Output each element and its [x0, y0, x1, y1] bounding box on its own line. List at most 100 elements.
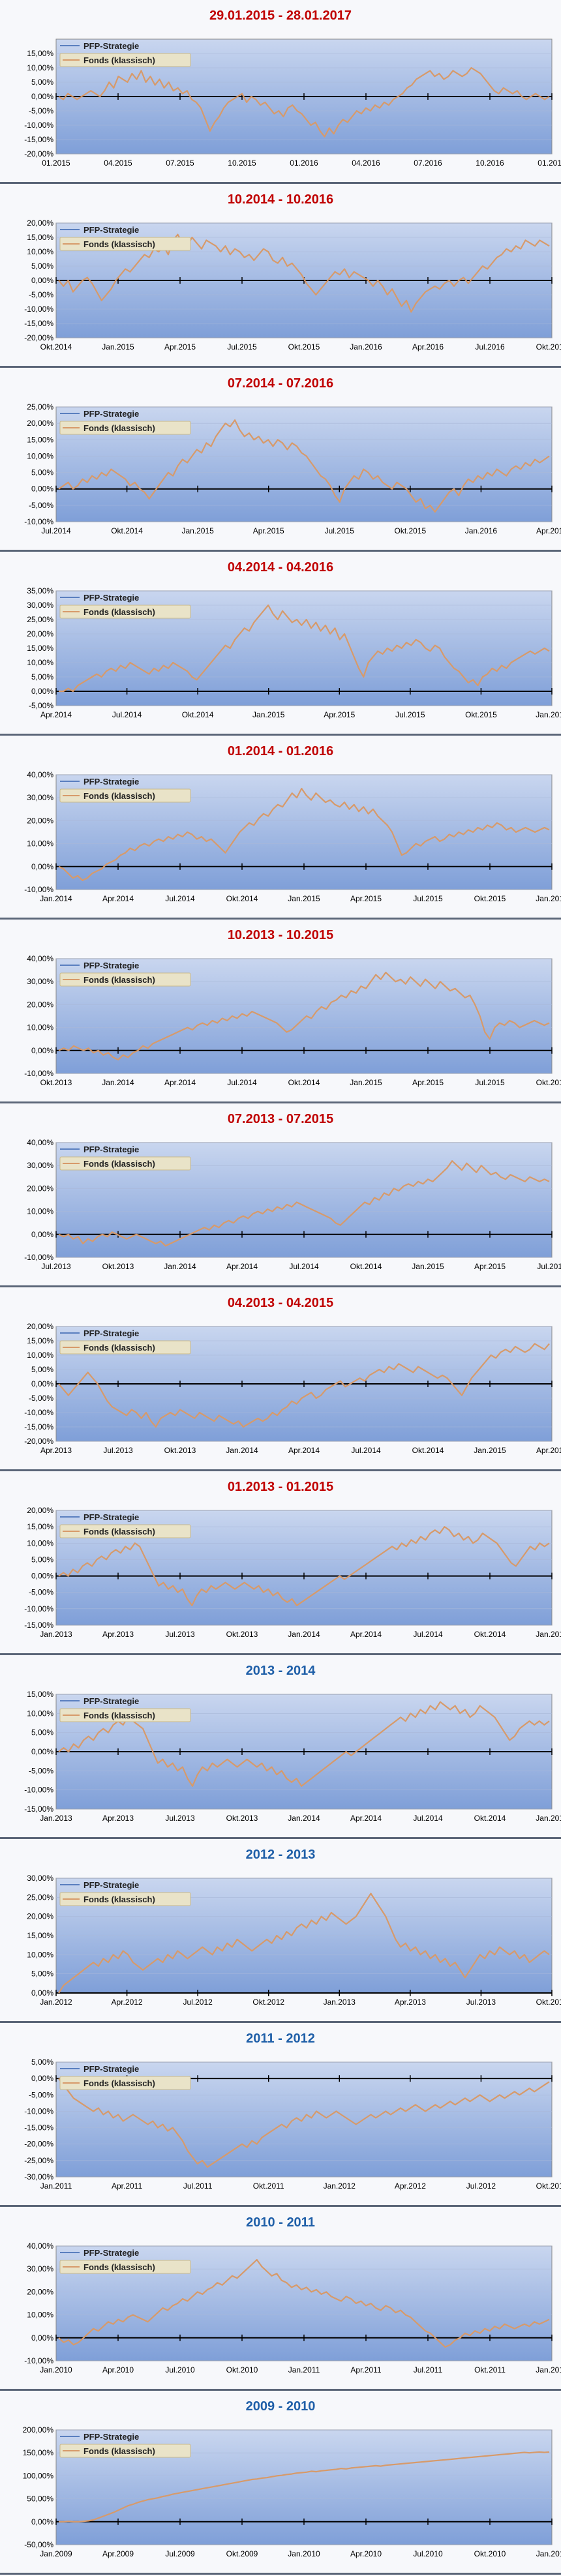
chart-title: 04.2013 - 04.2015: [228, 1296, 333, 1310]
legend-label-pfp: PFP-Strategie: [83, 2248, 139, 2258]
chart-svg: 10.2013 - 10.2015 -10,00% 0,00% 10,00% 20,00…: [24, 928, 561, 1087]
chart-svg: 04.2014 - 04.2016 -5,00% 0,00% 5,00% 10,00% 1…: [27, 560, 561, 719]
x-tick-label: Okt.2014: [111, 526, 143, 535]
y-tick-label: 0,00%: [31, 1379, 53, 1388]
y-tick-label: -30,00%: [24, 2172, 53, 2181]
y-tick-label: 5,00%: [31, 78, 53, 87]
chart-svg: 01.2014 - 01.2016 -10,00% 0,00% 10,00% 20,00…: [24, 744, 561, 903]
chart-panel: 2010 - 2011 -10,00% 0,00% 10,00% 20,00% 30,00…: [0, 2207, 561, 2391]
y-tick-label: 5,00%: [31, 672, 53, 681]
chart-title: 2011 - 2012: [246, 2031, 315, 2046]
legend-box: [59, 1892, 191, 1906]
y-tick-label: 5,00%: [31, 468, 53, 477]
legend-label-pfp: PFP-Strategie: [83, 1512, 139, 1522]
y-tick-label: -5,00%: [29, 1588, 53, 1597]
x-tick-label: Apr.2012: [395, 2181, 426, 2191]
y-tick-label: 10,00%: [27, 1950, 53, 1959]
legend-label-pfp: PFP-Strategie: [83, 1328, 139, 1338]
x-tick-label: Apr.2015: [253, 526, 284, 535]
x-tick-label: Apr.2014: [350, 1630, 382, 1639]
series-line-pfp-strategie: [58, 233, 550, 313]
legend: PFP-Strategie Fonds (klassisch): [59, 1512, 191, 1538]
chart-panel: 10.2014 - 10.2016 -20,00% -15,00% -10,00% -5…: [0, 184, 561, 368]
legend-label-fonds: Fonds (klassisch): [83, 1895, 155, 1904]
x-tick-label: Jan.2010: [40, 2365, 72, 2374]
y-tick-label: 25,00%: [27, 402, 53, 412]
chart-title: 04.2014 - 04.2016: [228, 560, 333, 575]
legend-box: [59, 1524, 191, 1538]
legend: PFP-Strategie Fonds (klassisch): [59, 2248, 191, 2274]
y-tick-label: 0,00%: [31, 276, 53, 285]
y-tick-label: 0,00%: [31, 1572, 53, 1581]
x-tick-label: 07.2016: [414, 158, 442, 168]
x-tick-label: Jul.2014: [227, 1078, 257, 1087]
x-tick-label: Jan.2011: [40, 2181, 72, 2191]
x-tick-label: Apr.2014: [164, 1078, 196, 1087]
chart-title: 2010 - 2011: [246, 2215, 315, 2230]
legend-label-fonds: Fonds (klassisch): [83, 2078, 155, 2088]
x-tick-label: Apr.2012: [112, 1998, 143, 2007]
x-tick-label: Okt.2012: [536, 2181, 561, 2191]
x-tick-label: Jan.2012: [536, 2365, 561, 2374]
x-tick-label: Apr.2011: [350, 2365, 381, 2374]
y-tick-label: 0,00%: [31, 687, 53, 696]
y-tick-label: 10,00%: [27, 1023, 53, 1032]
y-tick-label: 30,00%: [27, 2264, 53, 2273]
panel-divider: [0, 1653, 561, 1655]
y-tick-label: -15,00%: [24, 135, 53, 144]
legend-label-fonds: Fonds (klassisch): [83, 975, 155, 985]
legend-box: [59, 605, 191, 619]
x-tick-label: Apr.2015: [324, 710, 355, 719]
x-tick-label: Jul.2015: [395, 710, 425, 719]
y-tick-label: 10,00%: [27, 247, 53, 256]
x-tick-label: Okt.2014: [40, 342, 72, 352]
y-tick-label: 30,00%: [27, 793, 53, 802]
legend-label-fonds: Fonds (klassisch): [83, 55, 155, 65]
chart-panel: 29.01.2015 - 28.01.2017 -20,00% -15,00% -10…: [0, 0, 561, 184]
legend-box: [59, 788, 191, 803]
y-tick-label: 20,00%: [27, 629, 53, 638]
chart-title: 10.2013 - 10.2015: [228, 928, 333, 942]
legend-box: [59, 53, 191, 67]
y-tick-label: 10,00%: [27, 1538, 53, 1548]
series-line-pfp-strategie: [58, 419, 550, 513]
series-line-pfp-strategie: [58, 971, 550, 1060]
legend: PFP-Strategie Fonds (klassisch): [59, 2432, 191, 2458]
x-tick-label: 01.2016: [290, 158, 318, 168]
y-tick-label: 150,00%: [23, 2448, 54, 2457]
y-tick-label: -10,00%: [24, 1786, 53, 1795]
y-tick-label: -5,00%: [29, 2090, 53, 2099]
x-tick-label: Apr.2016: [412, 342, 444, 352]
y-tick-label: 30,00%: [27, 977, 53, 986]
legend-box: [59, 2076, 191, 2090]
y-tick-label: 10,00%: [27, 1351, 53, 1360]
x-tick-label: Apr.2014: [288, 1446, 320, 1455]
legend-label-pfp: PFP-Strategie: [83, 1145, 139, 1154]
panel-divider: [0, 1285, 561, 1287]
y-tick-label: 40,00%: [27, 954, 53, 963]
x-tick-label: Jul.2014: [289, 1262, 319, 1271]
x-tick-label: Jul.2014: [413, 1630, 443, 1639]
y-tick-label: -10,00%: [24, 517, 53, 526]
panel-divider: [0, 1837, 561, 1839]
chart-svg: 29.01.2015 - 28.01.2017 -20,00% -15,00% -10…: [24, 8, 561, 168]
y-tick-label: 10,00%: [27, 1207, 53, 1216]
y-tick-label: 25,00%: [27, 1893, 53, 1902]
x-tick-label: Jul.2013: [41, 1262, 71, 1271]
legend: PFP-Strategie Fonds (klassisch): [59, 1145, 191, 1171]
x-tick-label: 04.2015: [104, 158, 132, 168]
y-tick-label: -20,00%: [24, 149, 53, 158]
legend-label-pfp: PFP-Strategie: [83, 1880, 139, 1890]
x-tick-label: Jan.2015: [474, 1446, 506, 1455]
x-tick-label: Okt.2013: [536, 1998, 561, 2007]
y-tick-label: 0,00%: [31, 485, 53, 494]
y-tick-label: -15,00%: [24, 319, 53, 328]
chart-svg: 2013 - 2014 -15,00% -10,00% -5,00% 0,00% 5,00…: [24, 1664, 561, 1823]
x-tick-label: Jan.2015: [181, 526, 214, 535]
chart-title: 2013 - 2014: [246, 1664, 316, 1678]
chart-svg: 10.2014 - 10.2016 -20,00% -15,00% -10,00% -5…: [24, 192, 561, 352]
panel-divider: [0, 2205, 561, 2207]
y-tick-label: -10,00%: [24, 1604, 53, 1613]
legend-label-fonds: Fonds (klassisch): [83, 1159, 155, 1169]
chart-svg: 07.2013 - 07.2015 -10,00% 0,00% 10,00% 20,00…: [24, 1112, 561, 1271]
